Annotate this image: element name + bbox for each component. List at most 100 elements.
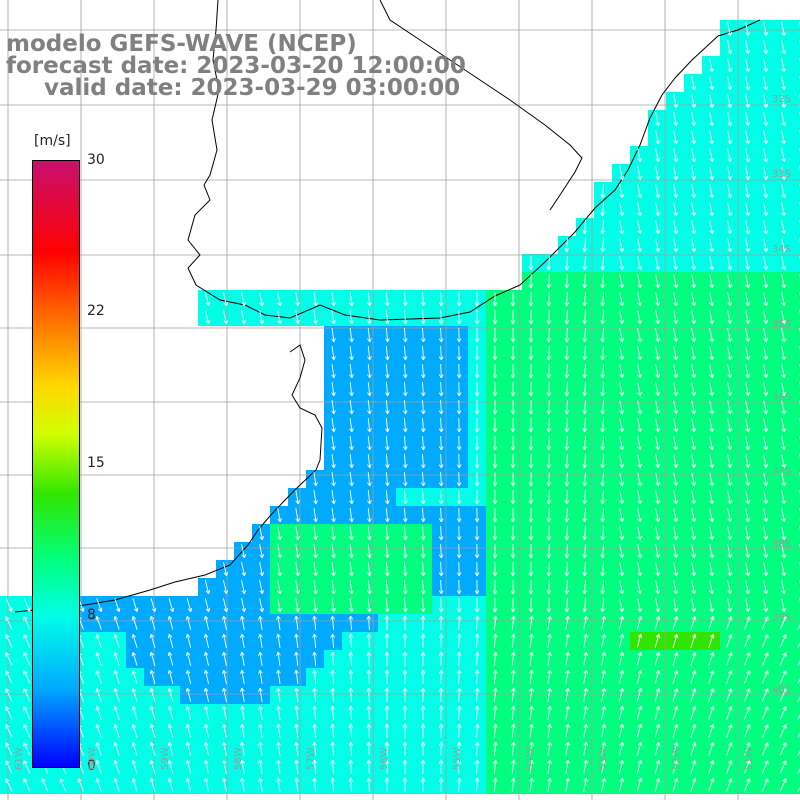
wind-arrow-head — [369, 536, 372, 541]
wind-arrow-head — [783, 139, 787, 144]
wind-arrow — [548, 255, 550, 271]
wind-arrow-head — [530, 464, 534, 469]
wind-arrow-head — [528, 590, 532, 595]
wind-arrow-head — [402, 320, 406, 325]
wind-arrow-head — [621, 211, 625, 216]
wind-arrow-head — [655, 723, 660, 728]
wind-arrow-head — [783, 517, 787, 522]
wind-arrow-head — [190, 607, 193, 612]
wind-arrow-head — [259, 759, 263, 764]
wind-arrow-head — [694, 760, 697, 765]
wind-arrow — [636, 778, 642, 792]
colorbar-tick-30: 30 — [87, 152, 105, 168]
wind-arrow-head — [113, 760, 116, 765]
wind-arrow-head — [691, 608, 695, 613]
wind-arrow-head — [549, 723, 552, 729]
wind-arrow-head — [710, 670, 714, 674]
wind-arrow — [277, 508, 281, 522]
wind-arrow — [259, 580, 263, 594]
wind-arrow-head — [402, 338, 406, 343]
wind-arrow-head — [584, 230, 588, 235]
wind-arrow-head — [493, 687, 497, 692]
wind-arrow-head — [729, 445, 733, 450]
wind-arrow-head — [294, 615, 297, 620]
wind-arrow-head — [763, 338, 767, 343]
wind-arrow — [584, 255, 586, 271]
wind-arrow-head — [240, 651, 243, 657]
wind-arrow-head — [351, 356, 354, 361]
wind-arrow-head — [727, 266, 731, 271]
wind-arrow — [349, 489, 353, 505]
field-cell — [792, 506, 800, 524]
wind-arrow — [763, 184, 767, 198]
wind-arrow-head — [331, 338, 335, 343]
wind-arrow-head — [676, 760, 679, 765]
wind-arrow-head — [348, 705, 351, 710]
wind-arrow — [690, 688, 696, 702]
wind-arrow — [350, 687, 352, 703]
wind-arrow — [295, 687, 299, 703]
wind-arrow-head — [691, 302, 695, 307]
wind-arrow-head — [530, 500, 534, 505]
field-cell — [792, 200, 800, 218]
wind-arrow-head — [405, 320, 408, 325]
wind-arrow-head — [223, 777, 227, 782]
wind-arrow-head — [582, 410, 585, 415]
wind-arrow-head — [186, 633, 191, 638]
wind-arrow-head — [366, 615, 370, 620]
wind-arrow-head — [640, 706, 643, 711]
wind-arrow — [205, 616, 209, 630]
wind-arrow — [709, 544, 713, 558]
wind-arrow — [673, 400, 677, 414]
wind-arrow-head — [691, 652, 696, 656]
wind-arrow — [727, 94, 731, 108]
wind-arrow — [691, 166, 695, 180]
wind-arrow-head — [350, 741, 354, 746]
wind-arrow-head — [313, 590, 317, 595]
wind-arrow-head — [440, 320, 444, 325]
wind-arrow — [385, 597, 389, 613]
wind-arrow-head — [675, 409, 679, 414]
wind-arrow-head — [709, 284, 713, 289]
wind-arrow-head — [712, 652, 715, 657]
wind-arrow-head — [747, 193, 751, 198]
wind-arrow-head — [5, 742, 10, 746]
wind-arrow-head — [349, 446, 353, 451]
wind-arrow — [547, 742, 551, 756]
wind-arrow-head — [422, 741, 426, 746]
wind-arrow — [548, 561, 550, 577]
wind-arrow-head — [458, 554, 462, 559]
wind-arrow-head — [208, 589, 211, 594]
wind-arrow — [763, 292, 767, 306]
wind-arrow-head — [241, 608, 245, 613]
wind-arrow-head — [168, 759, 173, 764]
wind-arrow-head — [149, 760, 152, 765]
wind-arrow-head — [711, 553, 715, 558]
wind-arrow-head — [349, 338, 353, 343]
wind-arrow — [150, 688, 156, 702]
wind-arrow-head — [150, 723, 155, 728]
wind-arrow-head — [691, 616, 696, 620]
wind-arrow-head — [404, 669, 408, 674]
wind-arrow-head — [223, 651, 227, 656]
wind-arrow — [654, 724, 660, 738]
wind-arrow-head — [548, 356, 552, 361]
wind-arrow-head — [619, 687, 623, 692]
wind-arrow-head — [223, 705, 227, 710]
wind-arrow-head — [131, 688, 134, 693]
wind-arrow — [548, 345, 550, 361]
wind-arrow-head — [259, 554, 263, 559]
wind-arrow — [313, 723, 317, 739]
wind-arrow-head — [531, 669, 534, 674]
wind-arrow-head — [546, 572, 550, 577]
wind-arrow-head — [150, 651, 155, 656]
wind-arrow-head — [763, 104, 767, 109]
wind-arrow-head — [711, 139, 715, 144]
wind-arrow-head — [655, 212, 659, 217]
wind-arrow-head — [783, 301, 787, 306]
wind-arrow-head — [223, 590, 227, 595]
wind-arrow-head — [600, 428, 603, 433]
wind-arrow-head — [585, 615, 588, 621]
wind-arrow — [313, 562, 317, 576]
wind-arrow-head — [493, 705, 497, 710]
